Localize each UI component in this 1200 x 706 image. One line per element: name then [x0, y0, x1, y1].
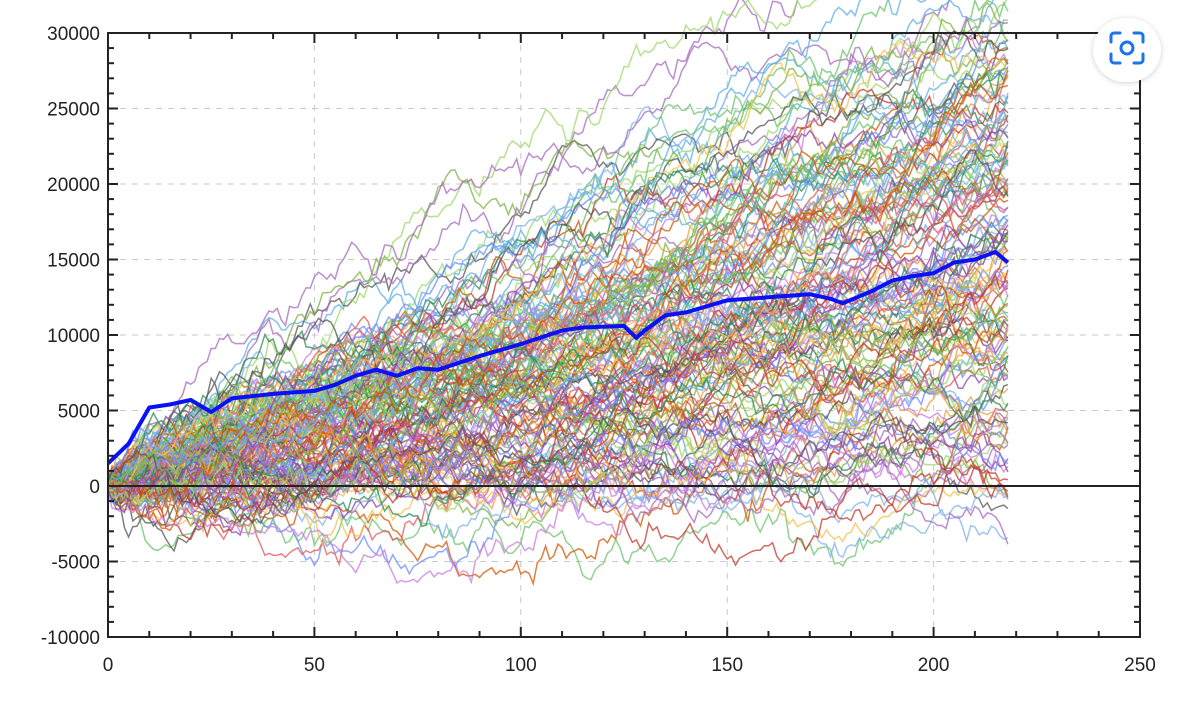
background-series-line	[107, 56, 1009, 488]
background-series-line	[107, 230, 1009, 493]
background-series-line	[107, 0, 818, 487]
background-series-line	[107, 186, 1009, 500]
main-series	[106, 250, 1010, 465]
background-series-line	[107, 81, 1009, 514]
background-series-line	[107, 137, 1008, 491]
background-series-line	[107, 333, 1009, 539]
background-series-line	[107, 271, 1009, 501]
background-series-line	[107, 231, 1009, 514]
background-series-line	[107, 0, 799, 503]
background-series-line	[107, 357, 1009, 528]
background-series-line	[107, 306, 1009, 489]
main-series-line	[106, 250, 1010, 465]
background-series-line	[107, 224, 1008, 492]
background-series-line	[107, 15, 1008, 495]
background-series-line	[107, 381, 1009, 513]
x-tick-label: 200	[918, 655, 950, 676]
y-tick-label: 20000	[47, 175, 100, 196]
background-series-line	[107, 405, 1009, 525]
y-tick-label: 30000	[47, 24, 100, 45]
background-series-line	[107, 417, 1009, 581]
background-series-line	[107, 107, 1009, 487]
background-series-line	[107, 247, 1009, 513]
x-tick-label: 50	[304, 655, 325, 676]
lens-search-icon	[1107, 30, 1147, 71]
lens-search-button[interactable]	[1093, 18, 1161, 82]
background-series-line	[107, 323, 1009, 585]
axis-ticks	[107, 32, 1141, 638]
y-tick-label: 10000	[47, 326, 100, 347]
background-series-line	[107, 93, 1009, 498]
background-series-line	[107, 406, 1009, 513]
background-series-lines	[107, 0, 1009, 587]
background-series-line	[107, 158, 1009, 491]
y-tick-label: 5000	[58, 402, 100, 423]
background-series-line	[107, 394, 1009, 537]
background-series-line	[107, 30, 1009, 483]
y-tick-label: -10000	[41, 628, 100, 649]
background-series-line	[107, 214, 1009, 499]
y-tick-label: 25000	[47, 100, 100, 121]
x-tick-label: 250	[1124, 655, 1156, 676]
background-series-line	[107, 0, 927, 483]
background-series-line	[107, 315, 1009, 488]
background-series-line	[107, 316, 1009, 512]
x-tick-label: 150	[711, 655, 743, 676]
background-series-line	[107, 345, 1009, 517]
y-axis-tick-labels: 30000 25000 20000 15000 10000 5000 0 -5000 -1000…	[41, 24, 100, 649]
background-series-line	[107, 140, 1009, 486]
background-series-line	[107, 264, 1009, 541]
x-tick-label: 100	[505, 655, 537, 676]
background-series-line	[107, 39, 1009, 500]
y-tick-label: 15000	[47, 251, 100, 272]
x-tick-label: 0	[103, 655, 114, 676]
y-tick-label: 0	[89, 477, 100, 498]
y-tick-label: -5000	[51, 553, 100, 574]
background-series-line	[107, 268, 1009, 522]
background-series-line	[107, 175, 1009, 501]
x-axis-tick-labels: 0 50 100 150 200 250	[103, 655, 1156, 676]
